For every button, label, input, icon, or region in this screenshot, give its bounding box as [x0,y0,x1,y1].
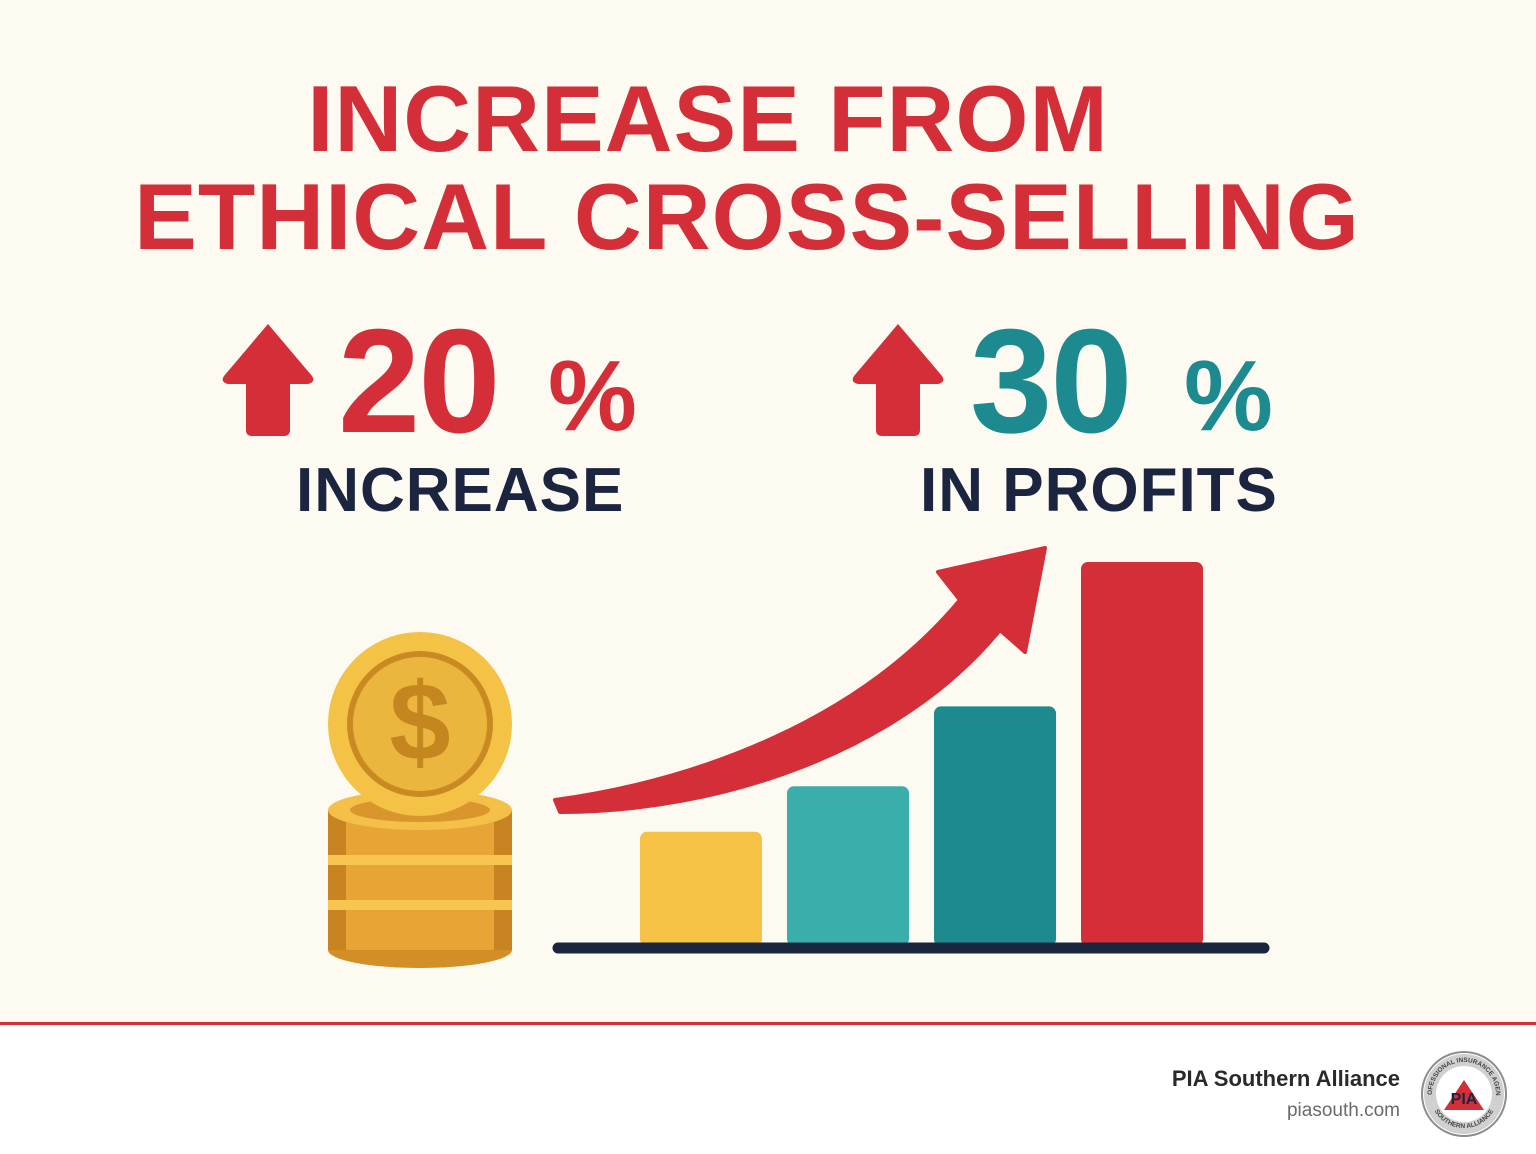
chart-bar-4 [1081,562,1203,946]
up-arrow-icon [222,324,314,436]
growth-bar-chart [552,546,1270,954]
stat-number: 30 [970,299,1133,464]
stat-unit: % [548,340,637,452]
dollar-coin-stack-icon: $ [328,632,512,968]
trend-arrow-icon [553,546,1047,814]
stat-number: 20 [338,299,501,464]
up-arrow-icon [852,324,944,436]
stat-profits: 30 % [850,308,1310,456]
footer-website[interactable]: piasouth.com [1286,1100,1400,1121]
stat-caption-profits: IN PROFITS [920,456,1278,525]
footer-divider [0,1022,1536,1025]
svg-text:$: $ [389,661,450,784]
title-line-2: ETHICAL CROSS-SELLING [134,164,1360,269]
infographic-canvas: INCREASE FROM ETHICAL CROSS-SELLING 20 %… [0,0,1536,1024]
chart-bar-1 [640,831,762,946]
stat-caption-increase: INCREASE [296,456,625,525]
chart-bar-2 [787,786,909,946]
pia-logo: PROFESSIONAL INSURANCE AGENTS SOUTHERN A… [1420,1050,1507,1137]
chart-bar-3 [934,706,1056,946]
stat-increase: 20 % [220,308,660,456]
title-line-1: INCREASE FROM [307,66,1109,171]
logo-mark: PIA [1451,1091,1478,1108]
footer-organization-name: PIA Southern Alliance [1171,1066,1400,1091]
stat-unit: % [1184,340,1273,452]
